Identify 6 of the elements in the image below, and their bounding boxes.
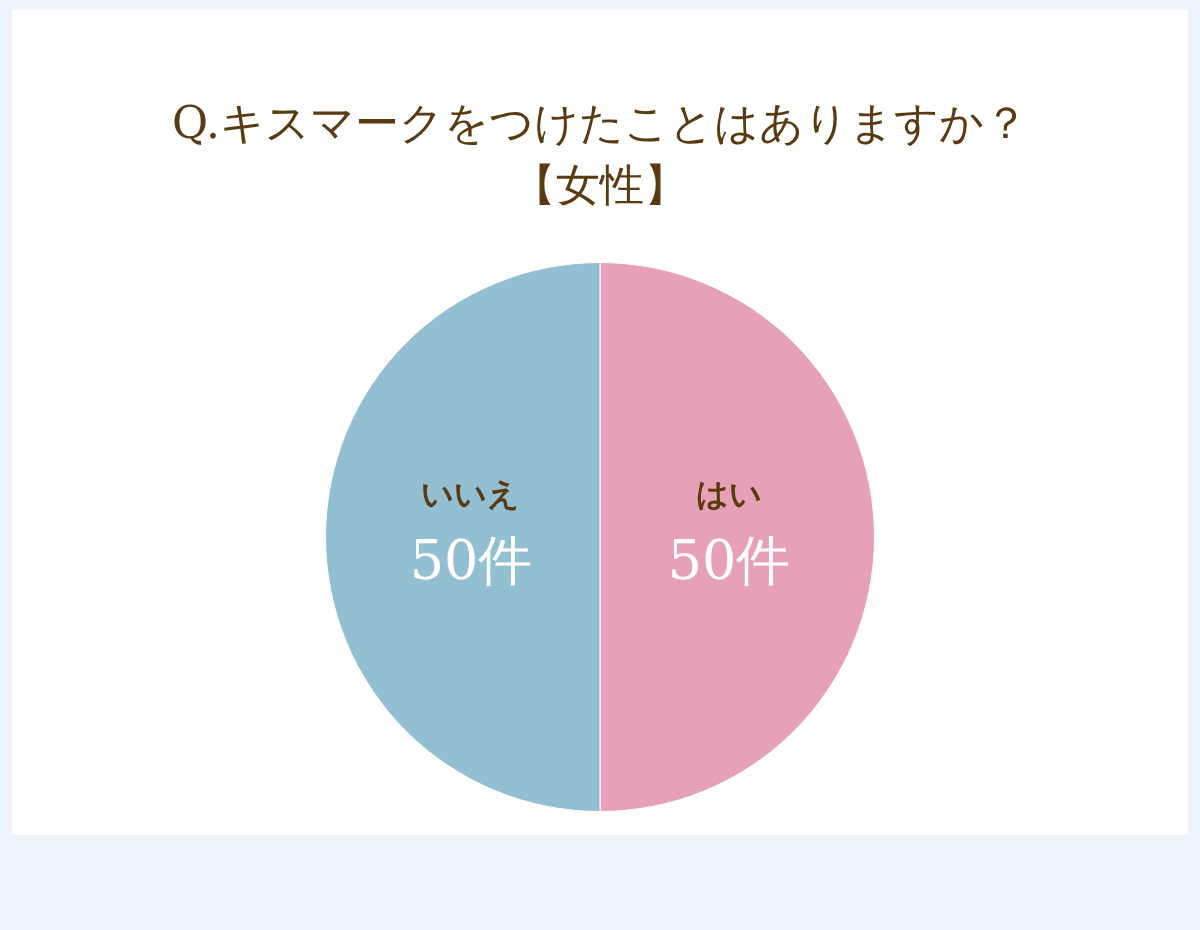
data-label: 50件 bbox=[667, 529, 791, 593]
slice-label: いいえ bbox=[421, 475, 521, 514]
chart-title: Q.キスマークをつけたことはありますか？ bbox=[171, 96, 1029, 150]
data-label: 50件 bbox=[409, 529, 533, 593]
chart-subtitle: 【女性】 bbox=[511, 158, 689, 212]
slice-label: はい bbox=[696, 475, 763, 514]
